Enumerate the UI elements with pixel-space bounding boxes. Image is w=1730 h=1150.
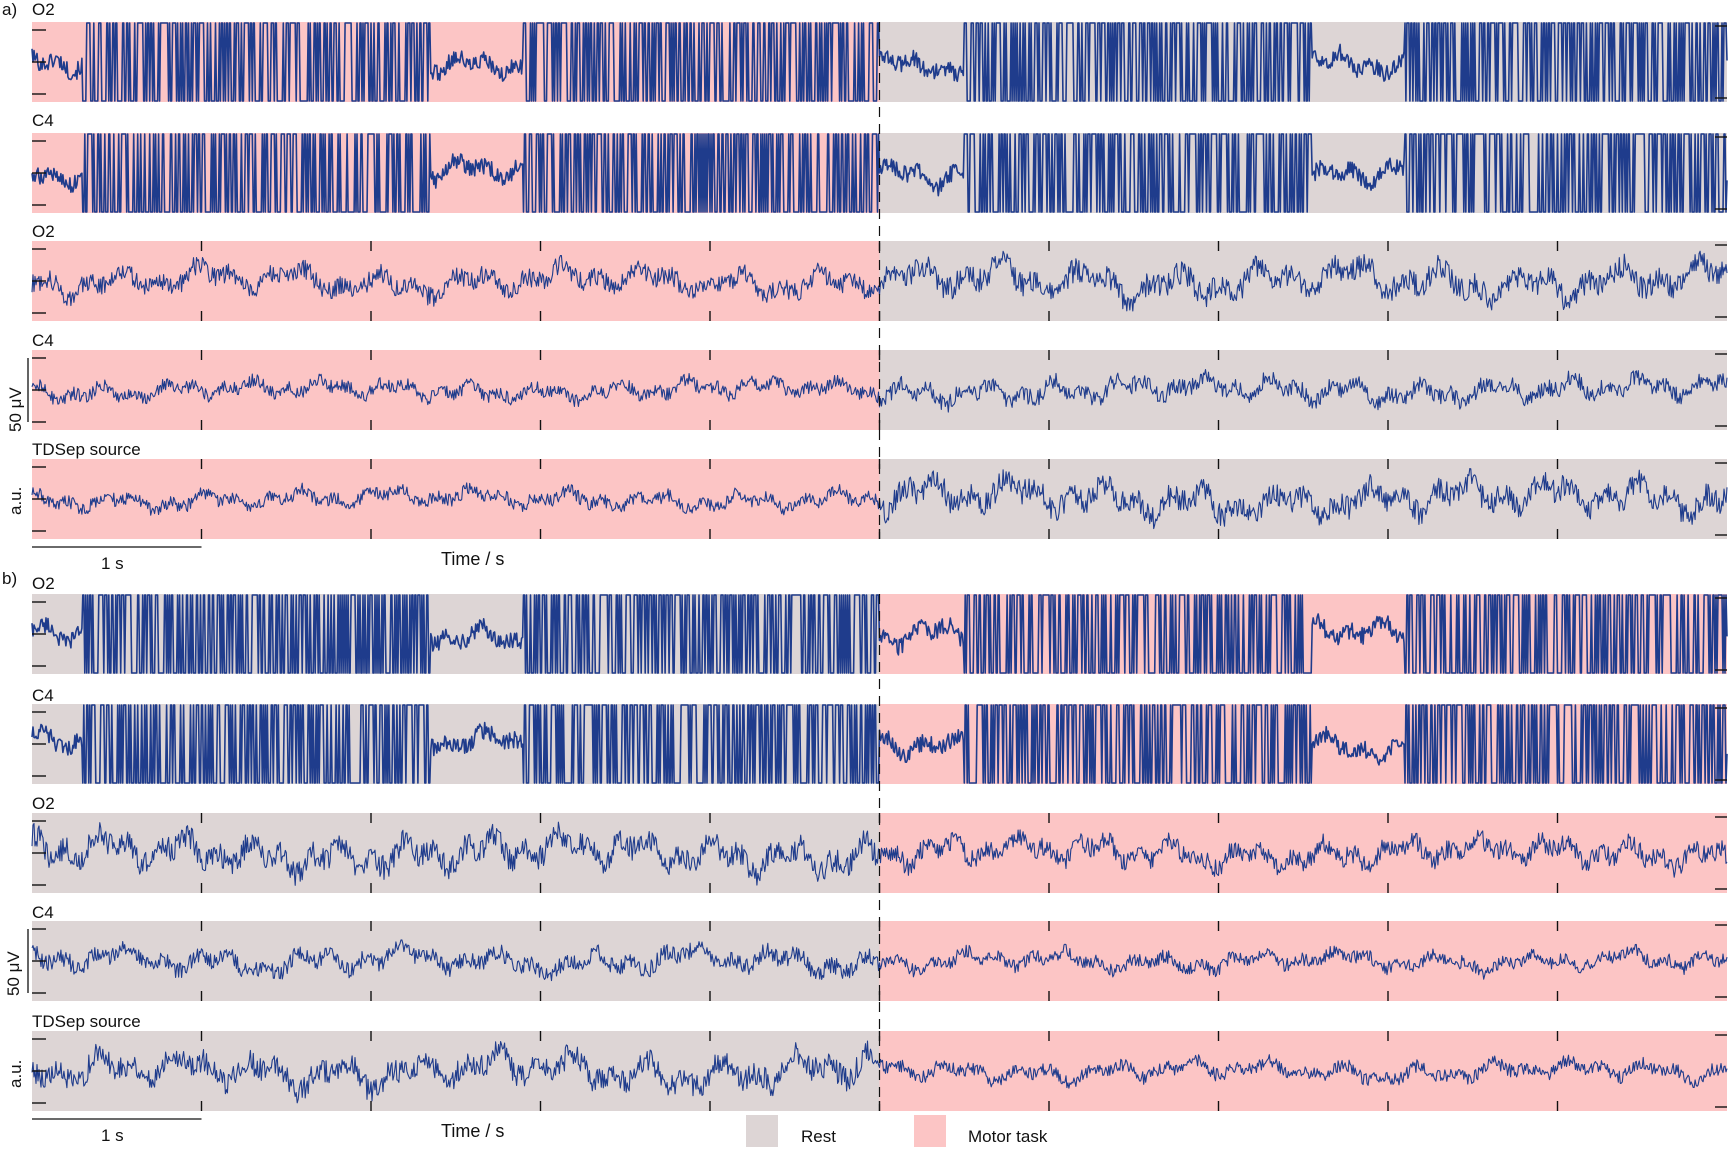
panel-b-channel-label-5: TDSep source [32,1012,141,1031]
panel-b-au-scale-label: a.u. [6,1059,25,1088]
panel-a-x-axis-label: Time / s [441,549,505,569]
panel-a-row-5-block-2 [879,459,1727,539]
panel-a-uv-scale-label: 50 μV [6,387,25,432]
panel-b-row-3-block-2 [879,813,1727,893]
panel-a-channel-label-3: O2 [32,222,55,241]
legend-label-rest: Rest [801,1127,836,1146]
panel-b-channel-label-4: C4 [32,903,54,922]
panel-a-channel-label-2: C4 [32,111,54,130]
panel-b-x-axis-label: Time / s [441,1121,505,1141]
panel-a-row-2-block-1 [32,133,880,213]
panel-a-channel-label-5: TDSep source [32,440,141,459]
legend-swatch-rest [746,1115,778,1147]
panel-a-channel-label-4: C4 [32,331,54,350]
panel-a-row-3-block-2 [879,241,1727,321]
legend-label-motor-task: Motor task [968,1127,1048,1146]
panel-a-channel-label-1: O2 [32,0,55,19]
panel-b-time-scale-label: 1 s [101,1126,124,1145]
panel-a-trace-4 [31,369,1728,413]
panel-b-channel-label-3: O2 [32,794,55,813]
panel-b-row-3-block-1 [32,813,880,893]
panel-b-trace-4 [31,939,1728,982]
panel-b-trace-1 [31,594,1728,674]
panel-a-letter: a) [2,0,18,19]
panel-a-trace-2 [31,133,1728,213]
panel-a-au-scale-label: a.u. [6,486,25,515]
panel-b-trace-5 [31,1040,1728,1104]
panel-b-uv-scale-label: 50 μV [4,951,23,996]
panel-a-row-3-block-1 [32,241,880,321]
panel-a-time-scale-label: 1 s [101,554,124,573]
panel-a-row-1-block-1 [32,22,880,102]
panel-b-channel-label-2: C4 [32,686,54,705]
panel-b-row-5-block-2 [879,1031,1727,1111]
legend-swatch-motor-task [914,1115,946,1147]
panel-b-letter: b) [2,569,18,588]
panel-b-channel-label-1: O2 [32,574,55,593]
